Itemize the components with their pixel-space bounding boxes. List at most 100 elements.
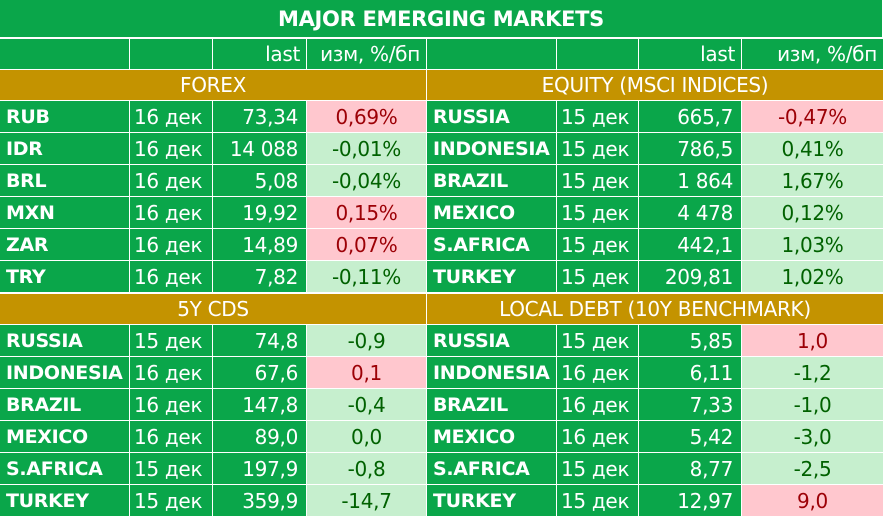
row-name: TURKEY	[427, 261, 557, 293]
row-change-value: -2,5	[742, 453, 883, 485]
row-date: 15 дек	[557, 197, 639, 229]
table-row: S.AFRICA 15 дек 197,9 -0,8 S.AFRICA 15 дек 8,7…	[0, 453, 883, 485]
row-name: IDR	[0, 133, 130, 165]
row-name: INDONESIA	[427, 357, 557, 389]
table-row: TURKEY 15 дек 359,9 -14,7 TURKEY 15 дек 12,97 9…	[0, 485, 883, 517]
row-change-value: 0,0	[307, 421, 427, 453]
row-name: MEXICO	[0, 421, 130, 453]
row-date: 15 дек	[557, 325, 639, 357]
row-name: TURKEY	[427, 485, 557, 517]
row-last-value: 1 864	[639, 165, 742, 197]
row-last-value: 4 478	[639, 197, 742, 229]
row-name: BRAZIL	[427, 389, 557, 421]
row-date: 15 дек	[130, 485, 213, 517]
row-name: RUSSIA	[427, 101, 557, 133]
row-last-value: 12,97	[639, 485, 742, 517]
row-change-value: 0,41%	[742, 133, 883, 165]
row-name: TURKEY	[0, 485, 130, 517]
row-last-value: 665,7	[639, 101, 742, 133]
row-name: BRAZIL	[0, 389, 130, 421]
header-change-right: изм, %/бп	[742, 39, 883, 70]
row-last-value: 14,89	[213, 229, 307, 261]
row-change-value: 1,02%	[742, 261, 883, 293]
row-change-value: 0,1	[307, 357, 427, 389]
header-last-right: last	[639, 39, 742, 70]
row-name: INDONESIA	[0, 357, 130, 389]
row-date: 16 дек	[557, 421, 639, 453]
row-name: MEXICO	[427, 197, 557, 229]
table-row: ZAR 16 дек 14,89 0,07% S.AFRICA 15 дек 442,1 1,…	[0, 229, 883, 261]
section-forex: FOREX	[0, 70, 427, 101]
row-name: S.AFRICA	[427, 453, 557, 485]
title-row: MAJOR EMERGING MARKETS	[0, 0, 883, 39]
row-date: 15 дек	[557, 165, 639, 197]
table-row: MXN 16 дек 19,92 0,15% MEXICO 15 дек 4 478 0,12…	[0, 197, 883, 229]
section-equity: EQUITY (MSCI INDICES)	[427, 70, 883, 101]
section-cds: 5Y CDS	[0, 294, 427, 325]
table-row: IDR 16 дек 14 088 -0,01% INDONESIA 15 дек 786,…	[0, 133, 883, 165]
row-date: 15 дек	[557, 261, 639, 293]
header-blank-name-left	[0, 39, 130, 70]
row-change-value: -1,0	[742, 389, 883, 421]
table-row: RUB 16 дек 73,34 0,69% RUSSIA 15 дек 665,7 -0,4…	[0, 101, 883, 133]
row-date: 15 дек	[130, 325, 213, 357]
row-last-value: 786,5	[639, 133, 742, 165]
row-date: 16 дек	[130, 229, 213, 261]
row-change-value: -0,4	[307, 389, 427, 421]
row-change-value: -3,0	[742, 421, 883, 453]
row-name: MXN	[0, 197, 130, 229]
row-change-value: -1,2	[742, 357, 883, 389]
table-row: BRL 16 дек 5,08 -0,04% BRAZIL 15 дек 1 864 1,67…	[0, 165, 883, 197]
row-change-value: 9,0	[742, 485, 883, 517]
row-date: 16 дек	[130, 357, 213, 389]
row-date: 16 дек	[557, 389, 639, 421]
row-name: RUB	[0, 101, 130, 133]
row-change-value: -0,9	[307, 325, 427, 357]
table-title: MAJOR EMERGING MARKETS	[0, 0, 883, 39]
row-last-value: 209,81	[639, 261, 742, 293]
row-last-value: 7,82	[213, 261, 307, 293]
row-date: 16 дек	[130, 101, 213, 133]
table-row: TRY 16 дек 7,82 -0,11% TURKEY 15 дек 209,81 1,0…	[0, 261, 883, 293]
row-date: 15 дек	[557, 229, 639, 261]
row-last-value: 74,8	[213, 325, 307, 357]
section-row-2: 5Y CDS LOCAL DEBT (10Y BENCHMARK)	[0, 294, 883, 325]
row-date: 16 дек	[130, 133, 213, 165]
row-name: TRY	[0, 261, 130, 293]
row-last-value: 19,92	[213, 197, 307, 229]
row-last-value: 147,8	[213, 389, 307, 421]
row-date: 15 дек	[557, 453, 639, 485]
row-change-value: 1,03%	[742, 229, 883, 261]
row-change-value: 0,12%	[742, 197, 883, 229]
section-row-1: FOREX EQUITY (MSCI INDICES)	[0, 70, 883, 101]
row-change-value: 0,07%	[307, 229, 427, 261]
section-debt: LOCAL DEBT (10Y BENCHMARK)	[427, 294, 883, 325]
row-date: 16 дек	[557, 357, 639, 389]
row-name: ZAR	[0, 229, 130, 261]
row-last-value: 5,85	[639, 325, 742, 357]
table-row: RUSSIA 15 дек 74,8 -0,9 RUSSIA 15 дек 5,85 1,0	[0, 325, 883, 357]
row-change-value: -14,7	[307, 485, 427, 517]
row-name: BRAZIL	[427, 165, 557, 197]
row-name: INDONESIA	[427, 133, 557, 165]
row-name: BRL	[0, 165, 130, 197]
table-row: MEXICO 16 дек 89,0 0,0 MEXICO 16 дек 5,42 -3,0	[0, 421, 883, 453]
row-last-value: 359,9	[213, 485, 307, 517]
table-row: BRAZIL 16 дек 147,8 -0,4 BRAZIL 16 дек 7,33 -1,…	[0, 389, 883, 421]
row-date: 15 дек	[557, 101, 639, 133]
row-date: 16 дек	[130, 261, 213, 293]
row-name: MEXICO	[427, 421, 557, 453]
row-name: S.AFRICA	[0, 453, 130, 485]
row-name: RUSSIA	[427, 325, 557, 357]
header-blank-date-left	[130, 39, 213, 70]
row-date: 16 дек	[130, 421, 213, 453]
row-last-value: 197,9	[213, 453, 307, 485]
row-name: S.AFRICA	[427, 229, 557, 261]
row-last-value: 14 088	[213, 133, 307, 165]
table-row: INDONESIA 16 дек 67,6 0,1 INDONESIA 16 дек 6,1…	[0, 357, 883, 389]
row-date: 15 дек	[557, 133, 639, 165]
row-change-value: -0,01%	[307, 133, 427, 165]
row-change-value: 1,0	[742, 325, 883, 357]
row-last-value: 89,0	[213, 421, 307, 453]
